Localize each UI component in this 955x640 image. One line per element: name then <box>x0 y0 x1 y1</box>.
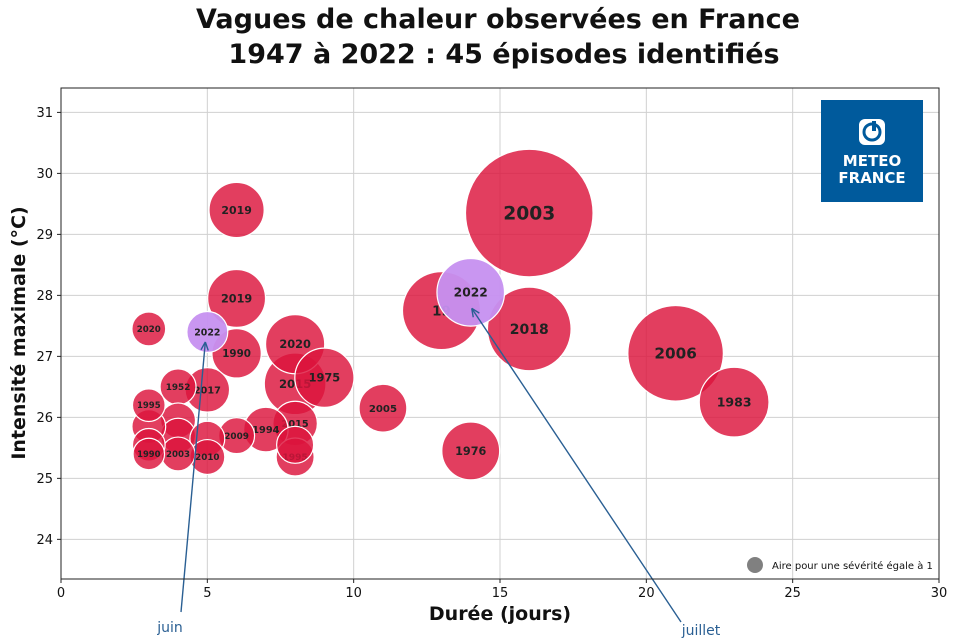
x-tick-label: 25 <box>784 586 801 601</box>
bubble-label: 2009 <box>224 432 249 442</box>
bubble-label: 2020 <box>137 325 161 335</box>
annotation-juillet: juillet <box>681 623 721 639</box>
logo-icon <box>859 119 885 145</box>
legend-text: Aire pour une sévérité égale à 1 <box>772 560 933 572</box>
logo-line-2: FRANCE <box>838 169 905 187</box>
y-axis-label: Intensité maximale (°C) <box>8 206 30 459</box>
y-tick-label: 24 <box>36 533 53 548</box>
bubble-label: 1990 <box>222 348 251 360</box>
meteo-france-logo: METEO FRANCE <box>821 100 923 202</box>
axis-ticks: 0 5 10 15 20 25 30 24 25 26 27 28 29 30 31 <box>36 106 947 601</box>
heatwave-bubble <box>627 304 724 402</box>
heatwave-bubble <box>131 388 166 423</box>
heatwave-bubble <box>208 181 265 239</box>
bubble-label: 2019 <box>221 204 251 217</box>
y-tick-label: 28 <box>36 289 53 304</box>
arrow-juin-head <box>200 341 209 351</box>
bubble-label: 2020 <box>279 337 311 351</box>
chart-title-line-2: 1947 à 2022 : 45 épisodes identifiés <box>228 39 779 70</box>
bubbles-layer: 2003200620181919832015202019752019197620… <box>131 148 770 481</box>
bubble-label: 2010 <box>195 453 219 463</box>
x-tick-label: 15 <box>492 586 509 601</box>
x-tick-label: 20 <box>638 586 655 601</box>
annotation-arrows <box>180 307 682 623</box>
heatwave-bubble <box>486 286 572 372</box>
heatwave-bubble <box>441 421 501 481</box>
bubble-label: 2006 <box>654 345 697 363</box>
bubble-label: 1976 <box>455 445 486 458</box>
annotation-juin: juin <box>156 620 183 636</box>
y-tick-label: 29 <box>36 228 53 243</box>
arrow-juin <box>180 341 207 613</box>
x-tick-label: 30 <box>931 586 948 601</box>
y-tick-label: 31 <box>36 106 53 121</box>
bubble-label: 1983 <box>717 394 752 409</box>
x-axis-label: Durée (jours) <box>429 603 571 625</box>
y-tick-label: 30 <box>36 167 53 182</box>
bubble-label: 1990 <box>137 449 160 459</box>
bubble-label: 2022 <box>454 286 488 300</box>
bubble-label: 1995 <box>137 401 161 411</box>
bubble-label: 2018 <box>510 322 549 338</box>
heatwave-bubble <box>358 383 408 433</box>
bubble-label: 1994 <box>252 425 279 436</box>
heatwave-bubble <box>186 310 229 354</box>
bubble-label: 1952 <box>166 383 191 393</box>
heatwave-bubble <box>207 268 267 328</box>
bubble-label: 2022 <box>194 327 220 338</box>
bubble-label: 2003 <box>503 204 555 225</box>
heatwave-bubble <box>132 437 166 471</box>
bubble-label: 2019 <box>221 292 252 305</box>
logo-line-1: METEO <box>843 152 901 170</box>
logo-background <box>821 100 923 202</box>
heatwave-bubble <box>436 257 506 327</box>
heatwave-bubble <box>276 425 315 464</box>
x-tick-label: 0 <box>57 586 65 601</box>
x-tick-label: 10 <box>345 586 362 601</box>
size-legend: Aire pour une sévérité égale à 1 <box>747 557 933 573</box>
bubble-label: 2015 <box>282 419 309 430</box>
chart-title-line-1: Vagues de chaleur observées en France <box>196 4 800 35</box>
bubble-label: 2005 <box>369 404 397 415</box>
arrow-juillet <box>471 307 682 623</box>
x-tick-label: 5 <box>203 586 211 601</box>
heatwave-bubble <box>294 347 355 408</box>
heatwave-bubble <box>131 311 167 347</box>
bubble-label: 1975 <box>309 371 341 385</box>
bubble-label: 2017 <box>194 385 221 396</box>
y-tick-label: 26 <box>36 411 53 426</box>
heatwave-bubble <box>464 148 594 278</box>
y-tick-label: 25 <box>36 472 53 487</box>
arrow-juillet-head <box>471 307 480 318</box>
y-tick-label: 27 <box>36 350 53 365</box>
bubble-label: 2003 <box>166 450 190 460</box>
legend-marker <box>747 557 763 573</box>
heatwave-bubble <box>698 366 770 438</box>
